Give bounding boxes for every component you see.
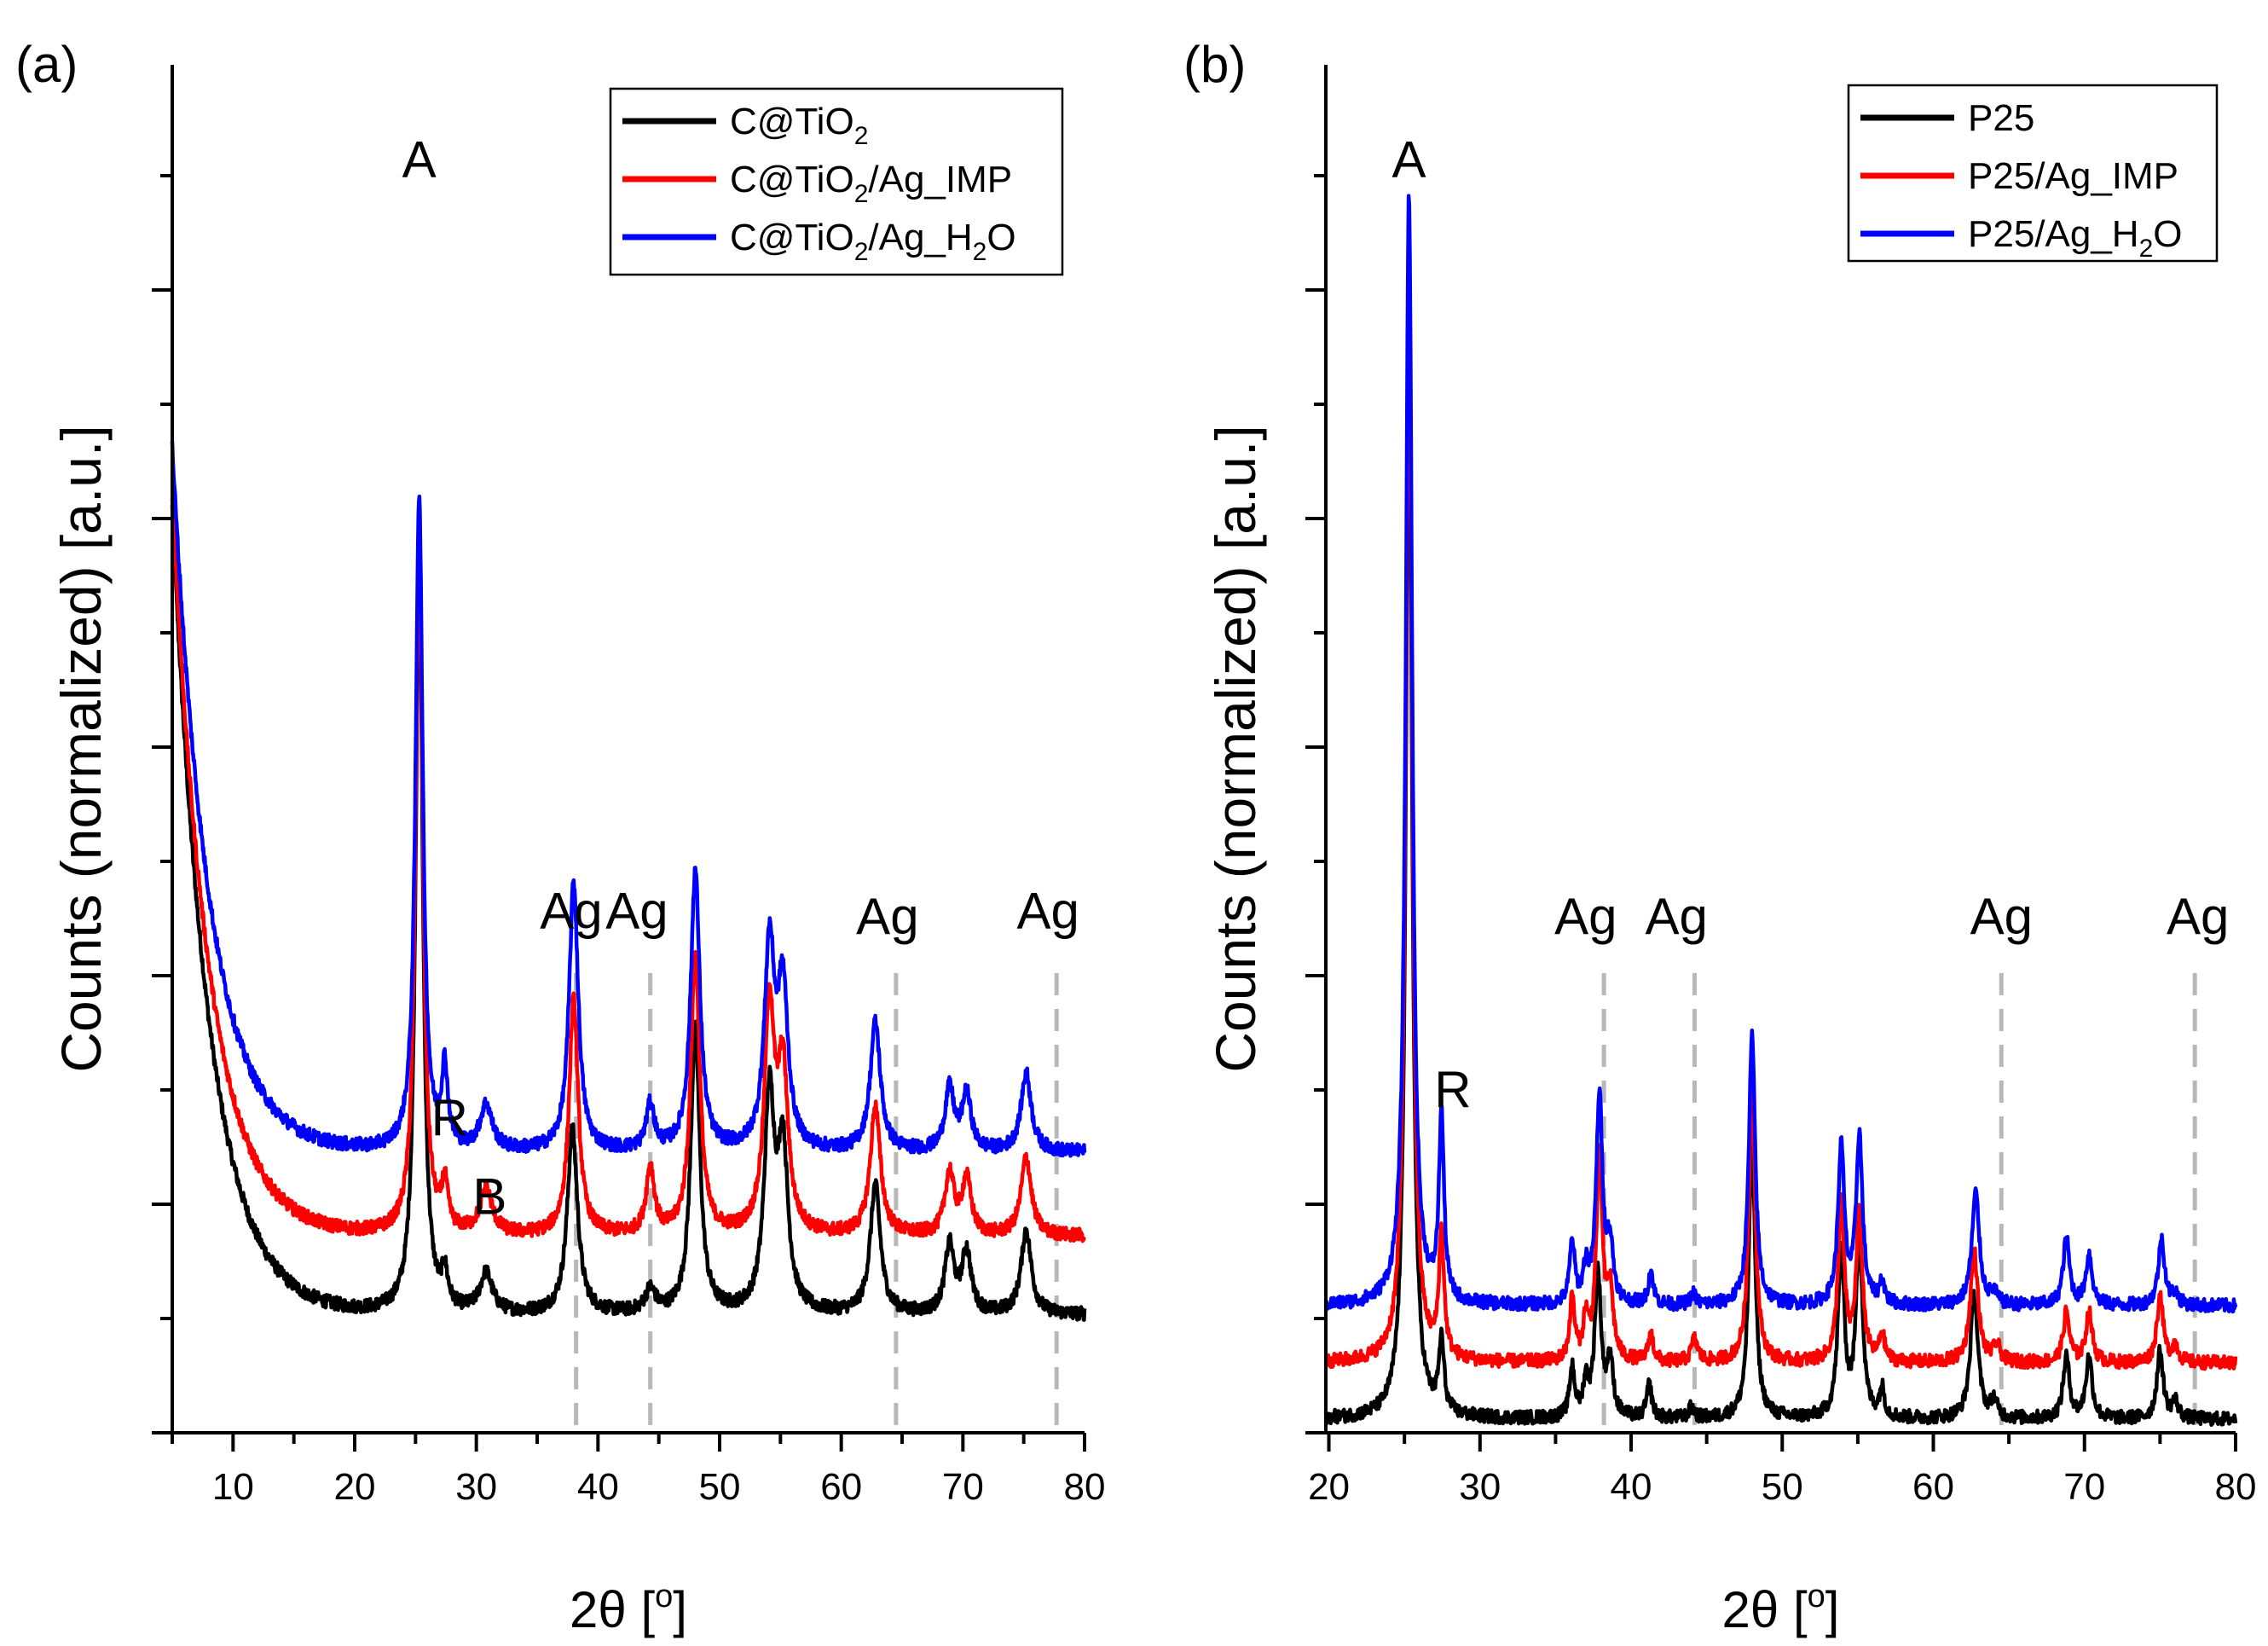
panel-label: (b) [1183,36,1246,93]
legend-entry: C@TiO2/Ag_H2O [730,217,1016,266]
x-tick-label: 60 [820,1466,862,1508]
x-tick-label: 30 [455,1466,497,1508]
peak-annotation: Ag [1017,882,1079,939]
legend-entry: C@TiO2/Ag_IMP [730,159,1012,208]
panel-label: (a) [15,36,78,93]
peak-annotation: Ag [1970,888,2033,945]
x-tick-label: 20 [334,1466,376,1508]
legend-entry: P25 [1968,97,2034,139]
x-tick-label: 10 [212,1466,254,1508]
x-tick-label: 80 [2215,1466,2257,1508]
series-line-0 [1323,351,2238,1428]
x-tick-label: 40 [577,1466,619,1508]
series-line-1 [170,498,1086,1243]
peak-annotation: Ag [1646,888,1708,945]
peak-annotation: R [431,1090,468,1147]
legend: C@TiO2 C@TiO2/Ag_IMP C@TiO2/Ag_H2O [609,87,1064,276]
x-tick-label: 40 [1611,1466,1652,1508]
x-axis-label: 2θ [o] [1722,1579,1840,1638]
x-tick-label: 20 [1308,1466,1350,1508]
x-tick-label: 70 [2063,1466,2105,1508]
chart-panel-b: 20 30 40 50 60 70 80 2θ [o] Counts (normalized) … [1183,36,2256,1638]
x-axis-label: 2θ [o] [570,1579,687,1638]
x-tick-label: 50 [1762,1466,1803,1508]
x-tick-label: 70 [942,1466,984,1508]
x-tick-label: 50 [699,1466,741,1508]
peak-annotation: R [1434,1062,1471,1119]
peak-annotation: Ag [2167,888,2229,945]
series-line-0 [170,505,1087,1322]
peak-annotation: Ag [856,888,918,945]
series-line-2 [1323,194,2238,1314]
peak-annotation: Ag [605,882,668,939]
x-tick-label: 60 [1912,1466,1954,1508]
peak-annotation: A [1391,130,1426,188]
peak-annotation: Ag [1554,888,1617,945]
y-axis-label: Counts (normalized) [a.u.] [1204,425,1267,1072]
series-line-1 [1323,272,2238,1371]
x-tick-label: 30 [1459,1466,1501,1508]
legend-entry: P25/Ag_H2O [1968,213,2183,263]
peak-annotation: B [472,1168,506,1226]
y-axis-label: Counts (normalized) [a.u.] [49,425,113,1072]
chart-panel-a: 10 20 30 40 50 60 70 80 2θ [o] Counts (normalized… [15,36,1105,1638]
legend: P25 P25/Ag_IMP P25/Ag_H2O [1847,84,2219,263]
legend-entry: P25/Ag_IMP [1968,155,2178,197]
series-line-2 [170,441,1087,1158]
peak-annotation: Ag [540,882,602,939]
x-tick-label: 80 [1064,1466,1106,1508]
legend-entry: C@TiO2 [730,101,868,150]
peak-annotation: A [402,130,437,188]
